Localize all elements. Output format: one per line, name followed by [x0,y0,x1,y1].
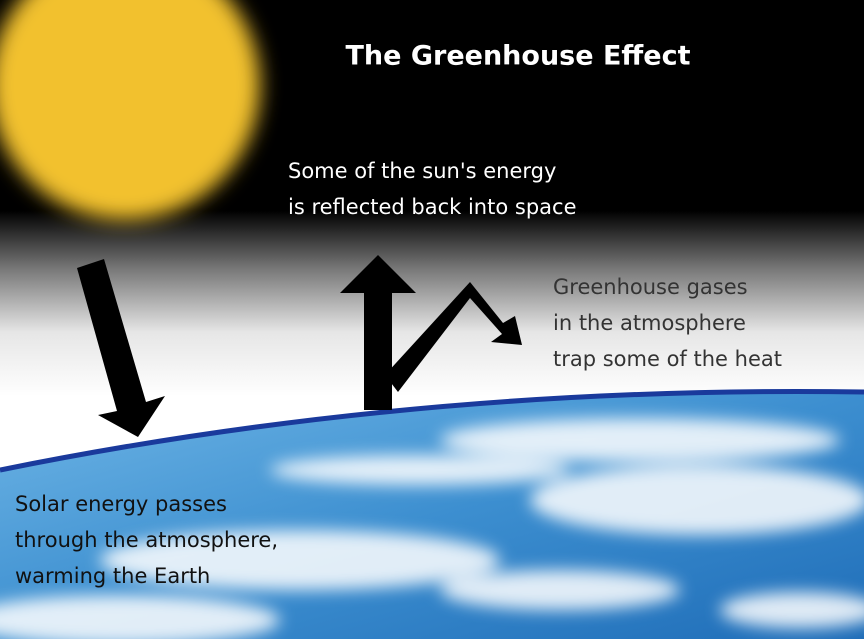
earth [0,388,864,639]
reflected-label: Some of the sun's energy is reflected ba… [288,159,576,219]
label-line: Greenhouse gases [553,275,748,299]
incoming-arrow [77,259,165,437]
label-line: warming the Earth [15,564,210,588]
label-line: Some of the sun's energy [288,159,556,183]
label-line: is reflected back into space [288,195,576,219]
label-line: through the atmosphere, [15,528,278,552]
label-line: Solar energy passes [15,492,227,516]
reflected-arrow [340,255,416,410]
sun [0,0,260,220]
label-line: in the atmosphere [553,311,746,335]
greenhouse-label: Greenhouse gases in the atmosphere trap … [553,275,782,371]
arrows [77,255,522,437]
trapped-arrow [385,282,522,392]
title: The Greenhouse Effect [346,41,691,72]
solar-label: Solar energy passes through the atmosphe… [15,492,278,588]
label-line: trap some of the heat [553,347,782,371]
